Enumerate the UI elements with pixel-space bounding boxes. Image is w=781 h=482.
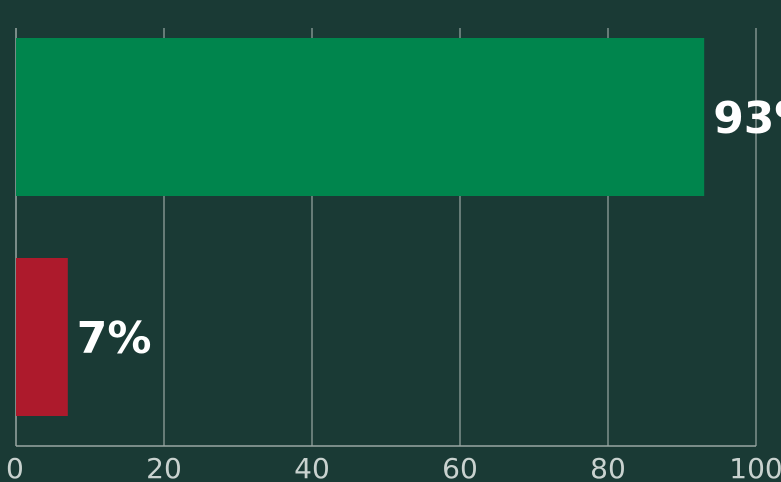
data-label-1: 7% — [77, 313, 152, 364]
x-tick-label-60: 60 — [442, 452, 478, 482]
bar-0 — [16, 38, 705, 196]
bar-1 — [16, 258, 68, 416]
data-label-0: 93% — [713, 93, 781, 144]
x-tick-label-100: 100 — [729, 452, 781, 482]
x-tick-label-0: 0 — [6, 452, 24, 482]
x-tick-label-20: 20 — [146, 452, 182, 482]
x-tick-label-80: 80 — [590, 452, 626, 482]
x-tick-label-40: 40 — [294, 452, 330, 482]
